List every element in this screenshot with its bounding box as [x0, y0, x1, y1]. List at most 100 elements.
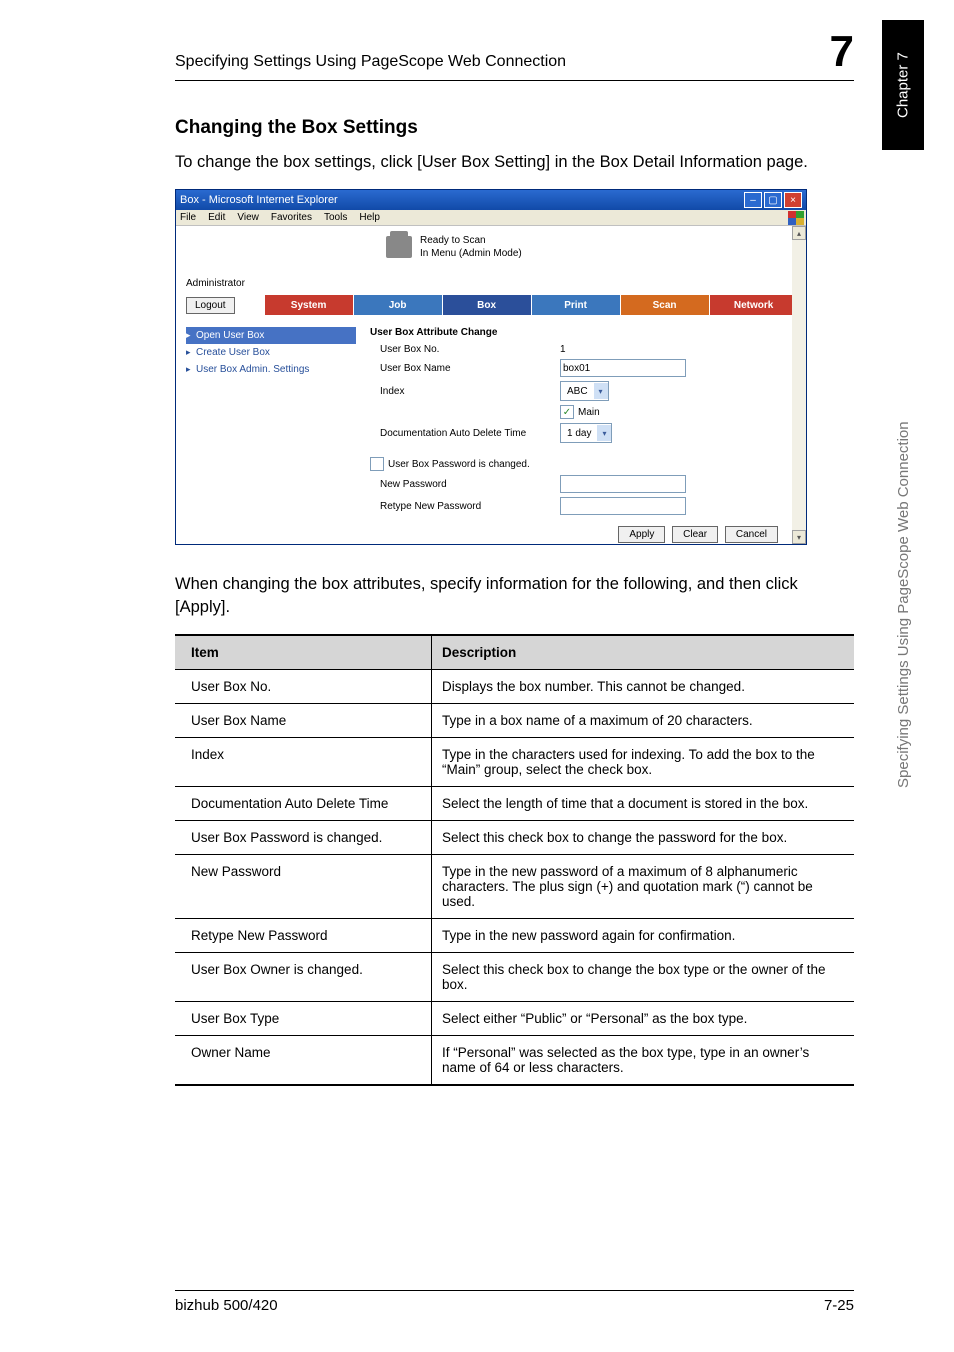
cancel-button[interactable]: Cancel — [725, 526, 778, 543]
label-box-name: User Box Name — [370, 363, 560, 374]
select-auto-delete[interactable]: 1 day ▾ — [560, 423, 612, 443]
table-cell-desc: Type in the new password again for confi… — [432, 918, 855, 952]
table-cell-desc: Type in the new password of a maximum of… — [432, 854, 855, 918]
label-box-no: User Box No. — [370, 344, 560, 355]
header-left: Specifying Settings Using PageScope Web … — [175, 53, 566, 71]
table-cell-desc: Select either “Public” or “Personal” as … — [432, 1001, 855, 1035]
scroll-up-icon[interactable]: ▴ — [792, 226, 806, 240]
status-line1: Ready to Scan — [420, 234, 522, 247]
main-panel: User Box Attribute Change User Box No. 1… — [370, 327, 796, 540]
table-cell-desc: Type in the characters used for indexing… — [432, 737, 855, 786]
tab-system[interactable]: System — [265, 295, 354, 315]
sidebar-item[interactable]: Open User Box — [186, 327, 356, 344]
maximize-button[interactable]: ▢ — [764, 192, 782, 208]
browser-menubar: File Edit View Favorites Tools Help — [176, 210, 806, 226]
browser-window: Box - Microsoft Internet Explorer – ▢ × … — [175, 189, 807, 545]
table-cell-item: User Box Owner is changed. — [175, 952, 432, 1001]
side-tab: Chapter 7 Specifying Settings Using Page… — [882, 20, 924, 1080]
tab-print[interactable]: Print — [532, 295, 621, 315]
table-cell-desc: Select this check box to change the pass… — [432, 820, 855, 854]
clear-button[interactable]: Clear — [672, 526, 718, 543]
scrollbar-track[interactable] — [792, 240, 806, 530]
logout-button[interactable]: Logout — [186, 297, 235, 314]
table-cell-desc: Select the length of time that a documen… — [432, 786, 855, 820]
minimize-button[interactable]: – — [744, 192, 762, 208]
table-row: Documentation Auto Delete TimeSelect the… — [175, 786, 854, 820]
apply-button[interactable]: Apply — [618, 526, 665, 543]
table-cell-item: Documentation Auto Delete Time — [175, 786, 432, 820]
running-header: Specifying Settings Using PageScope Web … — [175, 30, 854, 81]
browser-title: Box - Microsoft Internet Explorer — [180, 194, 338, 206]
scroll-down-icon[interactable]: ▾ — [792, 530, 806, 544]
table-row: User Box Password is changed.Select this… — [175, 820, 854, 854]
tab-box[interactable]: Box — [443, 295, 532, 315]
table-head-item: Item — [175, 635, 432, 670]
panel-title: User Box Attribute Change — [370, 327, 796, 338]
table-cell-item: User Box Name — [175, 703, 432, 737]
value-box-no: 1 — [560, 344, 566, 355]
table-head-desc: Description — [432, 635, 855, 670]
table-cell-desc: Displays the box number. This cannot be … — [432, 669, 855, 703]
printer-icon — [386, 236, 412, 258]
table-cell-item: Index — [175, 737, 432, 786]
table-row: New PasswordType in the new password of … — [175, 854, 854, 918]
browser-content: ▴ ▾ Ready to Scan In Menu (Admin Mode) A… — [176, 226, 806, 544]
status-line2: In Menu (Admin Mode) — [420, 247, 522, 260]
tab-job[interactable]: Job — [354, 295, 443, 315]
table-cell-desc: Select this check box to change the box … — [432, 952, 855, 1001]
header-number: 7 — [830, 30, 854, 74]
sidebar-item-label: Open User Box — [196, 330, 264, 341]
table-row: IndexType in the characters used for ind… — [175, 737, 854, 786]
table-row: User Box No.Displays the box number. Thi… — [175, 669, 854, 703]
table-cell-item: New Password — [175, 854, 432, 918]
checkbox-pw-changed[interactable]: ✓ User Box Password is changed. — [370, 457, 530, 471]
nav-row: Logout SystemJobBoxPrintScanNetwork — [186, 295, 796, 315]
table-cell-desc: Type in a box name of a maximum of 20 ch… — [432, 703, 855, 737]
label-auto-delete: Documentation Auto Delete Time — [370, 428, 560, 439]
select-index[interactable]: ABC ▾ — [560, 381, 609, 401]
chapter-tab: Chapter 7 — [882, 20, 924, 150]
chevron-down-icon: ▾ — [597, 425, 611, 441]
side-tab-label: Specifying Settings Using PageScope Web … — [895, 150, 912, 1080]
input-retype-pw[interactable] — [560, 497, 686, 515]
menu-file[interactable]: File — [180, 212, 196, 223]
chevron-down-icon: ▾ — [594, 383, 608, 399]
select-index-value: ABC — [561, 386, 594, 397]
menu-tools[interactable]: Tools — [324, 212, 347, 223]
sidebar-item-label: Create User Box — [196, 347, 270, 358]
checkbox-main-label: Main — [578, 407, 600, 418]
admin-label: Administrator — [186, 278, 796, 289]
sidebar-item[interactable]: Create User Box — [186, 344, 356, 361]
section-title: Changing the Box Settings — [175, 117, 854, 139]
sidebar-item[interactable]: User Box Admin. Settings — [186, 361, 356, 378]
tab-network[interactable]: Network — [710, 295, 799, 315]
menu-help[interactable]: Help — [359, 212, 380, 223]
table-row: User Box TypeSelect either “Public” or “… — [175, 1001, 854, 1035]
intro-paragraph: To change the box settings, click [User … — [175, 151, 854, 173]
input-new-pw[interactable] — [560, 475, 686, 493]
table-row: Retype New PasswordType in the new passw… — [175, 918, 854, 952]
description-table: Item Description User Box No.Displays th… — [175, 634, 854, 1086]
status-row: Ready to Scan In Menu (Admin Mode) — [386, 234, 796, 260]
tab-scan[interactable]: Scan — [621, 295, 710, 315]
browser-titlebar: Box - Microsoft Internet Explorer – ▢ × — [176, 190, 806, 210]
table-cell-desc: If “Personal” was selected as the box ty… — [432, 1035, 855, 1085]
check-icon: ✓ — [560, 405, 574, 419]
table-row: User Box NameType in a box name of a max… — [175, 703, 854, 737]
menu-view[interactable]: View — [237, 212, 259, 223]
close-button[interactable]: × — [784, 192, 802, 208]
checkbox-main[interactable]: ✓ Main — [560, 405, 600, 419]
table-cell-item: User Box Type — [175, 1001, 432, 1035]
ie-flag-icon — [788, 211, 804, 225]
footer-right: 7-25 — [824, 1297, 854, 1314]
after-image-paragraph: When changing the box attributes, specif… — [175, 573, 854, 618]
footer-left: bizhub 500/420 — [175, 1297, 278, 1314]
checkbox-empty-icon: ✓ — [370, 457, 384, 471]
menu-edit[interactable]: Edit — [208, 212, 225, 223]
table-row: User Box Owner is changed.Select this ch… — [175, 952, 854, 1001]
menu-favorites[interactable]: Favorites — [271, 212, 312, 223]
label-index: Index — [370, 386, 560, 397]
page-footer: bizhub 500/420 7-25 — [175, 1290, 854, 1314]
table-row: Owner NameIf “Personal” was selected as … — [175, 1035, 854, 1085]
input-box-name[interactable] — [560, 359, 686, 377]
